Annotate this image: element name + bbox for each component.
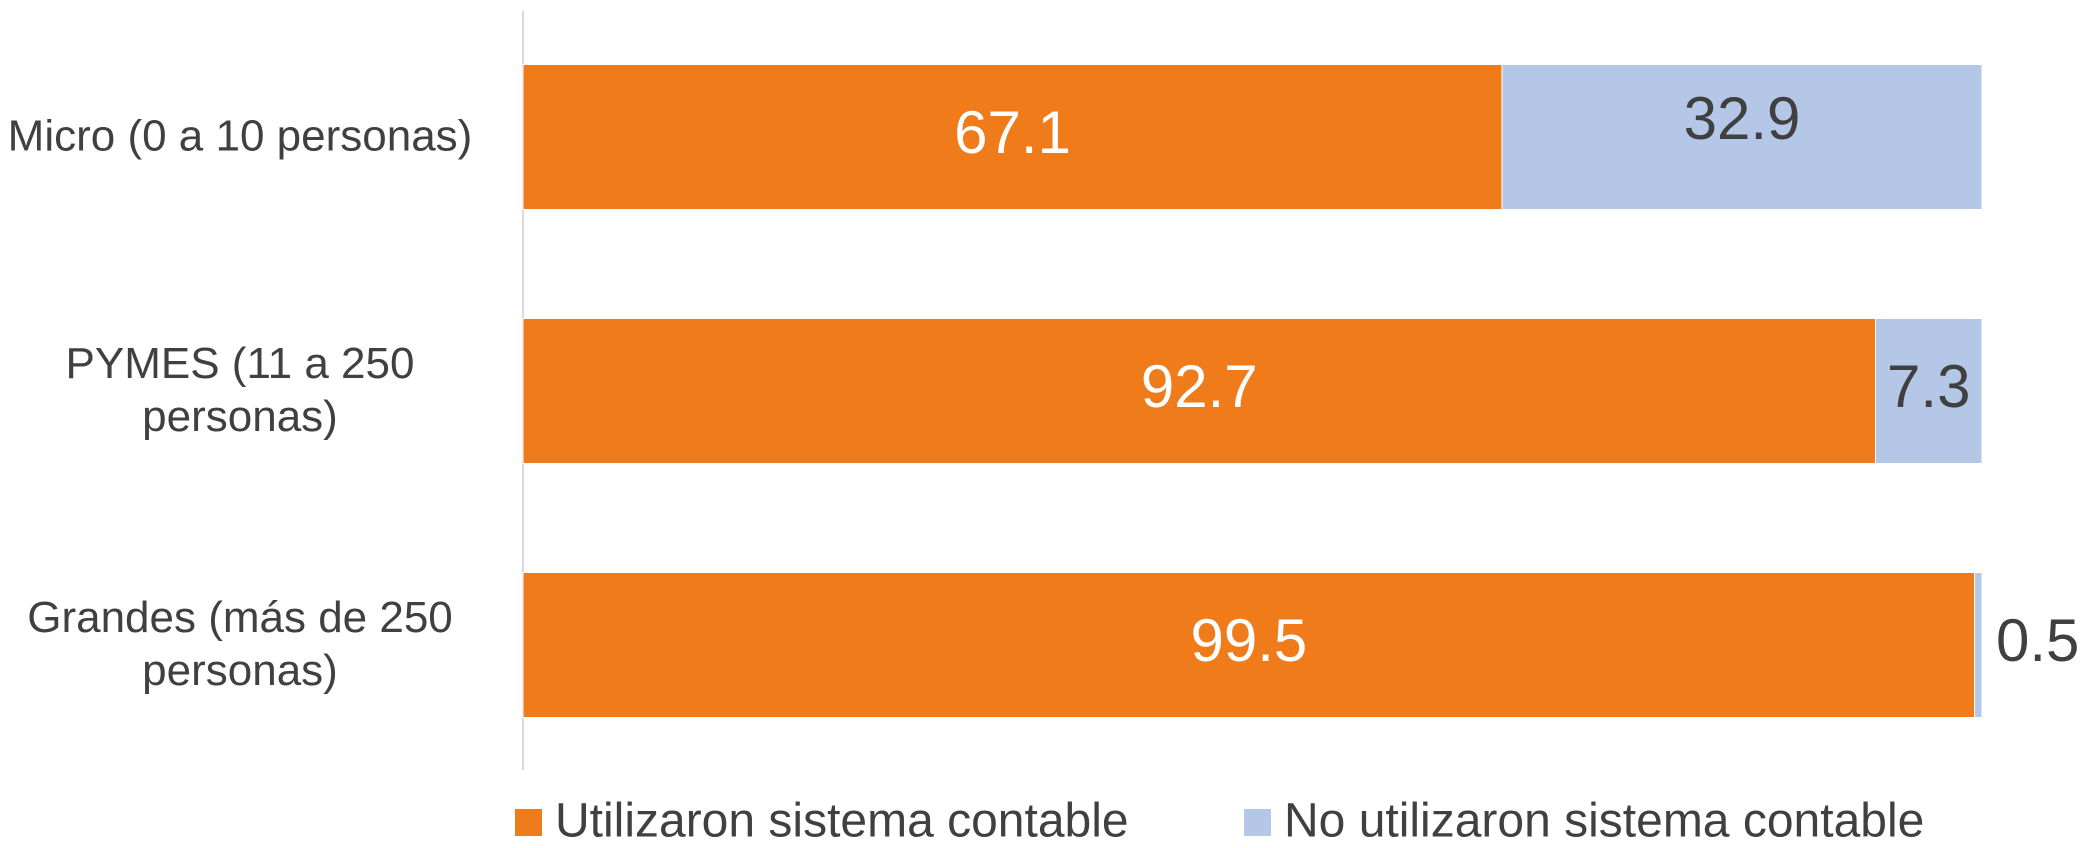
bar-segment [1974, 572, 1983, 718]
bar-segment [522, 318, 1876, 464]
data-label: 92.7 [1141, 353, 1258, 420]
y-tick-label: PYMES (11 a 250 personas) [65, 339, 415, 441]
data-label: 0.5 [1996, 607, 2079, 674]
y-tick-label: Micro (0 a 10 personas) [7, 111, 473, 161]
legend-label: No utilizaron sistema contable [1284, 795, 1924, 848]
bar-segment [522, 64, 1503, 210]
legend-label: Utilizaron sistema contable [555, 795, 1129, 848]
legend-swatch [1244, 809, 1271, 836]
bar-segment [1501, 64, 1983, 210]
data-label: 7.3 [1887, 353, 1970, 420]
bar-segment [522, 572, 1976, 718]
y-tick-label: Grandes (más de 250 personas) [27, 593, 453, 695]
data-label: 67.1 [954, 99, 1071, 166]
data-label: 32.9 [1684, 85, 1801, 152]
data-label: 99.5 [1190, 607, 1307, 674]
legend-swatch [515, 809, 542, 836]
bar-segment [1874, 318, 1983, 464]
